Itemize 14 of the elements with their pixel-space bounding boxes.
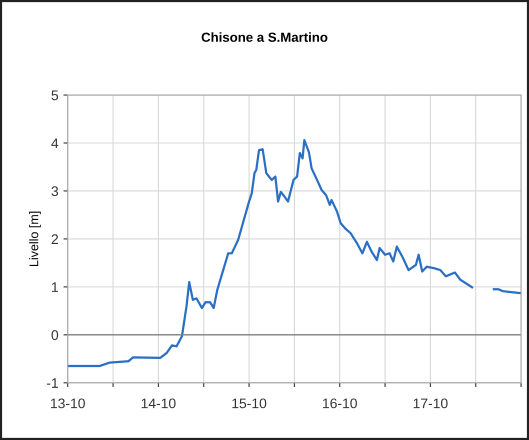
chart-title: Chisone a S.Martino [202, 32, 328, 42]
y-tick-label: -1 [46, 378, 58, 388]
y-axis-title: Livello [m] [29, 212, 41, 266]
y-tick-label: 3 [51, 186, 58, 196]
y-tick-label: 1 [52, 282, 58, 292]
y-tick-label: 5 [52, 90, 58, 100]
x-tick-label: 17-10 [414, 398, 448, 408]
x-tick-label: 13-10 [51, 398, 85, 408]
y-tick-label: 2 [52, 234, 58, 244]
x-tick-label: 15-10 [232, 398, 266, 408]
y-tick-label: 4 [51, 138, 58, 148]
y-tick-label: 0 [52, 330, 58, 340]
x-tick-label: 16-10 [323, 398, 357, 408]
x-tick-label: 14-10 [142, 398, 176, 408]
